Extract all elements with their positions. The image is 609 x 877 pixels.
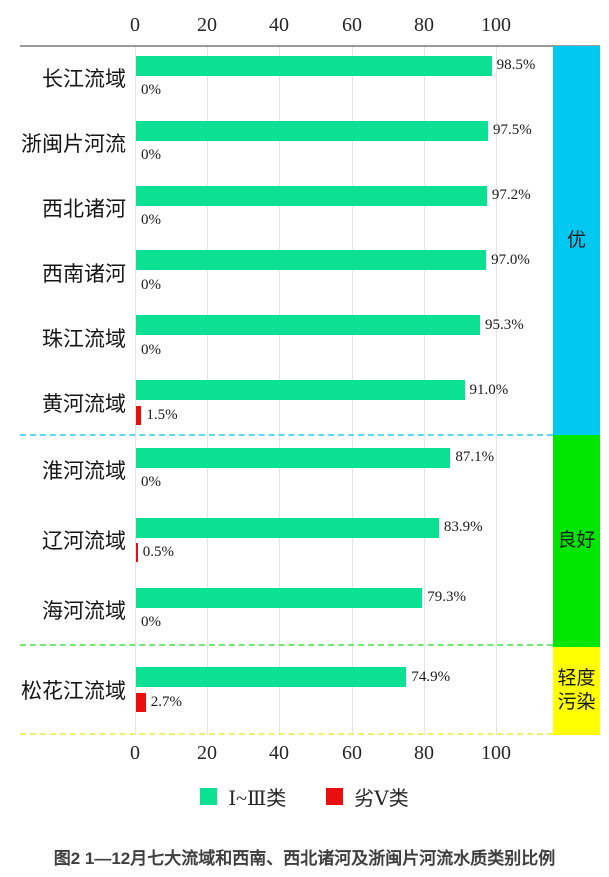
separator-excellent-good [20,434,553,436]
category-label: 浙闽片河流 [21,132,126,157]
legend-swatch-green [200,788,218,805]
chart-row: 松花江流域 74.9% 2.7% [0,645,553,734]
legend-item-worse-than-v: 劣Ⅴ类 [326,782,409,811]
bar-value-label: 0% [141,614,161,630]
bar-worse-than-v [136,543,138,562]
figure-caption: 图2 1—12月七大流域和西南、西北诸河及浙闽片河流水质类别比例 [53,849,556,868]
bar-class-i-iii [136,380,465,401]
section-good: 淮河流域 87.1% 0% 辽河流域 83.9% [0,435,553,645]
bar-value-label: 83.9% [443,519,483,535]
bar-value-label: 79.3% [427,589,467,605]
x-axis-tick-top: 60 [342,14,362,36]
bar-worse-than-v [136,405,142,425]
bar-value-label: 0% [141,276,161,293]
chart-row: 西南诸河 97.0% 0% [0,240,553,305]
chart-row: 浙闽片河流 97.5% 0% [0,111,553,176]
x-axis-tick-top: 40 [269,14,289,36]
bar-value-label: 0.5% [142,544,175,560]
bar-value-label: 98.5% [496,57,536,74]
bar-class-i-iii [136,447,451,468]
gridline [496,47,497,735]
chart-row: 黄河流域 91.0% 1.5% [0,370,553,435]
category-label: 西南诸河 [42,261,126,286]
x-axis-tick-bottom: 40 [269,742,289,764]
legend: Ⅰ~Ⅲ类 劣Ⅴ类 [0,782,609,811]
category-label: 珠江流域 [42,326,126,351]
legend-item-class-i-iii: Ⅰ~Ⅲ类 [200,782,286,811]
bar-class-i-iii [136,185,487,206]
separator-bottom [20,733,553,735]
section-excellent: 长江流域 98.5% 0% 浙闽片河流 97.5% [0,46,553,435]
chart-row: 长江流域 98.5% 0% [0,46,553,111]
bar-class-i-iii [136,250,487,271]
x-axis-tick-bottom: 100 [481,742,511,764]
bar-value-label: 0% [141,341,161,358]
category-label: 淮河流域 [42,459,126,483]
x-axis-tick-top: 0 [130,14,140,36]
bar-value-label: 0% [141,474,161,490]
x-axis-tick-bottom: 0 [130,742,140,764]
legend-swatch-red [326,788,344,805]
bar-worse-than-v [136,692,146,712]
bar-value-label: 97.0% [491,251,530,268]
x-axis-tick-bottom: 80 [414,742,434,764]
x-axis-tick-bottom: 60 [342,742,362,764]
bar-value-label: 95.3% [485,316,524,333]
bar-value-label: 97.5% [492,122,532,139]
bar-value-label: 87.1% [455,449,495,465]
category-label: 黄河流域 [42,391,126,416]
bar-class-i-iii [136,315,481,336]
bar-value-label: 91.0% [469,381,509,398]
band-excellent: 优 [553,46,600,435]
bar-value-label: 0% [141,82,161,99]
chart-row: 珠江流域 95.3% 0% [0,305,553,370]
category-label: 西北诸河 [42,197,126,222]
section-light-pollution: 松花江流域 74.9% 2.7% [0,645,553,734]
chart-row: 海河流域 79.3% 0% [0,575,553,645]
legend-label: Ⅰ~Ⅲ类 [228,788,287,810]
category-label: 辽河流域 [42,529,126,553]
x-axis-tick-top: 100 [481,14,511,36]
bar-value-label: 1.5% [146,406,178,423]
chart-row: 淮河流域 87.1% 0% [0,435,553,505]
category-label: 海河流域 [42,599,126,623]
band-good: 良好 [553,435,600,647]
bar-value-label: 2.7% [150,693,182,710]
band-light-pollution: 轻度污染 [553,647,600,735]
x-axis-line [20,45,600,47]
bar-class-i-iii [136,587,423,608]
bar-class-i-iii [136,667,407,687]
bar-value-label: 0% [141,147,161,164]
separator-good-light [20,644,553,646]
chart-row: 西北诸河 97.2% 0% [0,176,553,241]
legend-label: 劣Ⅴ类 [354,788,409,810]
bar-value-label: 74.9% [411,668,451,685]
category-label: 长江流域 [42,67,126,92]
category-label: 松花江流域 [21,678,126,703]
bar-class-i-iii [136,55,492,76]
bar-class-i-iii [136,517,439,538]
chart-row: 辽河流域 83.9% 0.5% [0,505,553,575]
bar-value-label: 0% [141,212,161,229]
bar-class-i-iii [136,120,488,141]
bar-value-label: 97.2% [491,187,531,204]
gridline [135,47,136,735]
x-axis-tick-top: 80 [414,14,434,36]
x-axis-tick-bottom: 20 [197,742,217,764]
x-axis-tick-top: 20 [197,14,217,36]
